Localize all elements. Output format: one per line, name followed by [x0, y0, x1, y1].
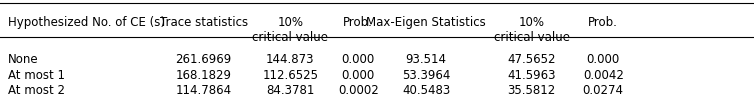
- Text: 168.1829: 168.1829: [176, 69, 231, 82]
- Text: 261.6969: 261.6969: [176, 53, 231, 66]
- Text: At most 1: At most 1: [8, 69, 65, 82]
- Text: 144.873: 144.873: [266, 53, 314, 66]
- Text: 0.000: 0.000: [342, 53, 375, 66]
- Text: 0.0002: 0.0002: [338, 84, 379, 98]
- Text: Max-Eigen Statistics: Max-Eigen Statistics: [366, 16, 486, 29]
- Text: 10%
critical value: 10% critical value: [494, 16, 569, 44]
- Text: 47.5652: 47.5652: [507, 53, 556, 66]
- Text: 84.3781: 84.3781: [266, 84, 314, 98]
- Text: 53.3964: 53.3964: [402, 69, 450, 82]
- Text: Trace statistics: Trace statistics: [160, 16, 247, 29]
- Text: 112.6525: 112.6525: [262, 69, 318, 82]
- Text: 40.5483: 40.5483: [402, 84, 450, 98]
- Text: Prob.: Prob.: [343, 16, 373, 29]
- Text: 0.000: 0.000: [342, 69, 375, 82]
- Text: 10%
critical value: 10% critical value: [253, 16, 328, 44]
- Text: 0.000: 0.000: [587, 53, 620, 66]
- Text: 0.0042: 0.0042: [583, 69, 624, 82]
- Text: Prob.: Prob.: [588, 16, 618, 29]
- Text: None: None: [8, 53, 38, 66]
- Text: 35.5812: 35.5812: [507, 84, 556, 98]
- Text: 114.7864: 114.7864: [176, 84, 231, 98]
- Text: Hypothesized No. of CE (s): Hypothesized No. of CE (s): [8, 16, 164, 29]
- Text: 93.514: 93.514: [406, 53, 446, 66]
- Text: 41.5963: 41.5963: [507, 69, 556, 82]
- Text: 0.0274: 0.0274: [583, 84, 624, 98]
- Text: At most 2: At most 2: [8, 84, 65, 98]
